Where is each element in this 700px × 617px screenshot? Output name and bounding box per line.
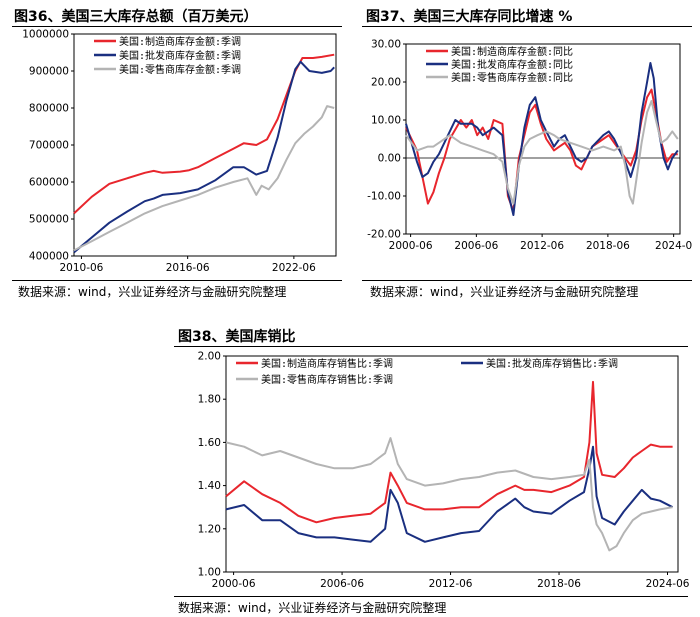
y-tick-label: 500000: [29, 214, 69, 226]
chart38-title: 图38、美国库销比: [178, 329, 296, 345]
series-line-1: [225, 380, 673, 524]
series-line-3: [73, 105, 335, 252]
series-line-2: [73, 60, 335, 254]
x-tick-label: 2018-06: [586, 240, 630, 252]
legend-label: 美国:零售商库存金额:同比: [451, 71, 573, 84]
x-tick-label: 2012-06: [429, 578, 473, 590]
x-tick-label: 2012-06: [520, 240, 564, 252]
y-tick-label: -10.00: [367, 191, 401, 203]
legend-label: 美国:制造商库存金额:同比: [451, 45, 573, 58]
x-tick-label: 2010-06: [59, 262, 103, 274]
chart38-bottom-rule: [174, 596, 688, 597]
series-line-3: [225, 437, 673, 552]
series-line-3: [405, 100, 679, 205]
x-tick-label: 2000-06: [212, 578, 256, 590]
y-tick-label: 0.00: [378, 153, 401, 165]
y-tick-label: 2.00: [198, 351, 221, 363]
legend-label: 美国:批发商库存销售比:季调: [486, 357, 618, 370]
legend-label: 美国:零售商库存销售比:季调: [261, 373, 393, 386]
chart36-top-rule: [12, 26, 342, 27]
chart37-top-rule: [362, 26, 692, 27]
x-tick-label: 2006-06: [454, 240, 498, 252]
chart36-title: 图36、美国三大库存总额（百万美元）: [14, 9, 258, 25]
legend-label: 美国:制造商库存金额:季调: [119, 35, 241, 48]
legend-label: 美国:制造商库存销售比:季调: [261, 357, 393, 370]
chart37-title: 图37、美国三大库存同比增速 %: [366, 9, 573, 25]
legend-label: 美国:批发商库存金额:季调: [119, 49, 241, 62]
x-tick-label: 2024-0: [655, 240, 692, 252]
y-tick-label: 20.00: [371, 77, 401, 89]
legend-label: 美国:批发商库存金额:同比: [451, 58, 573, 71]
y-tick-label: -20.00: [367, 229, 401, 241]
chart37-bottom-rule: [362, 280, 692, 281]
chart36-bottom-rule: [12, 280, 342, 281]
y-tick-label: 1.40: [198, 480, 221, 492]
x-tick-label: 2018-06: [537, 578, 581, 590]
chart36-source: 数据来源：wind，兴业证券经济与金融研究院整理: [18, 285, 287, 299]
y-tick-label: 400000: [29, 251, 69, 263]
x-tick-label: 2006-06: [320, 578, 364, 590]
chart36-inventory-totals: 1000000 900000 800000 700000 600000 500000 400…: [22, 29, 337, 274]
legend-label: 美国:零售商库存金额:季调: [119, 63, 241, 76]
chart38-source: 数据来源：wind，兴业证券经济与金融研究院整理: [178, 601, 447, 615]
y-tick-label: 1.20: [198, 523, 221, 535]
x-tick-label: 2000-06: [389, 240, 433, 252]
y-tick-label: 1.00: [198, 567, 221, 579]
series-line-2: [225, 445, 674, 543]
y-tick-label: 1.80: [198, 394, 221, 406]
chart38-top-rule: [174, 346, 688, 347]
y-tick-label: 600000: [29, 177, 69, 189]
x-tick-label: 2016-06: [166, 262, 210, 274]
y-tick-label: 700000: [29, 140, 69, 152]
plot-frame: [225, 355, 679, 573]
y-tick-label: 1.60: [198, 437, 221, 449]
y-tick-label: 30.00: [371, 39, 401, 51]
y-tick-label: 800000: [29, 103, 69, 115]
y-tick-label: 900000: [29, 66, 69, 78]
y-tick-label: 1000000: [22, 29, 69, 41]
series-line-2: [405, 62, 679, 216]
x-tick-label: 2024-06: [646, 578, 690, 590]
plot-frame: [405, 43, 681, 235]
chart37-source: 数据来源：wind，兴业证券经济与金融研究院整理: [370, 285, 639, 299]
y-tick-label: 10.00: [371, 115, 401, 127]
series-line-1: [73, 53, 335, 215]
x-tick-label: 2022-06: [272, 262, 316, 274]
